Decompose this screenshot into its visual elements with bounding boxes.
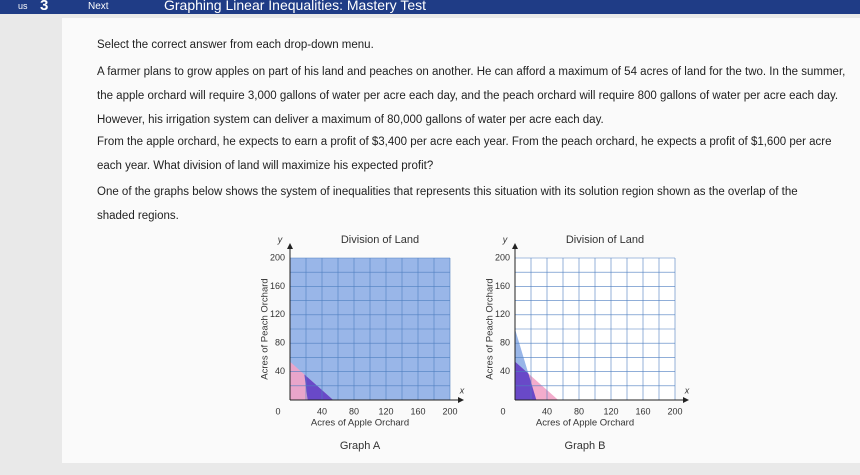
y-axis-name: y xyxy=(502,234,508,244)
section: us xyxy=(18,1,28,11)
graph-title: Division of Land xyxy=(566,234,644,246)
test-title: Graphing Linear Inequalities: Mastery Te… xyxy=(164,0,426,13)
x-tick-label: 160 xyxy=(410,406,425,416)
x-tick-label: 120 xyxy=(378,406,393,416)
content-card xyxy=(62,18,860,463)
x-tick-label: 80 xyxy=(349,406,359,416)
x-tick-label: 200 xyxy=(442,406,457,416)
x-tick-label: 120 xyxy=(603,406,618,416)
origin-label: 0 xyxy=(275,406,280,416)
graph-caption: Graph B xyxy=(565,440,606,452)
x-tick-label: 200 xyxy=(667,406,682,416)
y-tick-label: 40 xyxy=(500,366,510,376)
graph: 40 80 120 160 200 40 80 120 160 200 0 y x Division of… xyxy=(485,234,690,452)
arrow xyxy=(458,397,464,403)
x-axis-name: x xyxy=(684,385,690,395)
arrow xyxy=(287,243,293,249)
question-number[interactable]: 3 xyxy=(40,0,49,14)
y-axis-label: Acres of Peach Orchard xyxy=(485,278,496,379)
paragraph: A farmer plans to grow apples on part of… xyxy=(97,66,846,126)
origin-label: 0 xyxy=(500,406,505,416)
y-tick-label: 80 xyxy=(275,338,285,348)
x-axis-name: x xyxy=(459,385,465,395)
graph-caption: Graph A xyxy=(340,440,381,452)
nav-bar: us 3 Next Graphing Linear Inequalities: … xyxy=(0,0,860,14)
x-tick-label: 40 xyxy=(542,406,552,416)
y-axis-name: y xyxy=(277,234,283,244)
paragraph: One of the graphs below shows the system… xyxy=(97,186,798,222)
y-tick-label: 160 xyxy=(270,281,285,291)
y-tick-label: 200 xyxy=(270,252,285,262)
x-axis-label: Acres of Apple Orchard xyxy=(536,418,634,429)
x-tick-label: 80 xyxy=(574,406,584,416)
x-axis-label: Acres of Apple Orchard xyxy=(311,418,409,429)
instruction: Select the correct answer from each drop… xyxy=(97,39,374,51)
arrow xyxy=(512,243,518,249)
shaded-region xyxy=(304,374,334,400)
y-tick-label: 120 xyxy=(495,309,510,319)
graph-title: Division of Land xyxy=(341,234,419,246)
y-tick-label: 120 xyxy=(270,309,285,319)
x-tick-label: 160 xyxy=(635,406,650,416)
y-axis-label: Acres of Peach Orchard xyxy=(260,278,271,379)
y-tick-label: 160 xyxy=(495,281,510,291)
graph: 40 80 120 160 200 40 80 120 160 200 0 y x Division of… xyxy=(260,234,465,452)
x-tick-label: 40 xyxy=(317,406,327,416)
shaded-region xyxy=(290,361,334,400)
y-tick-label: 200 xyxy=(495,252,510,262)
y-tick-label: 80 xyxy=(500,338,510,348)
paragraph: From the apple orchard, he expects to ea… xyxy=(97,136,832,172)
next-button[interactable]: Next xyxy=(88,1,109,12)
arrow xyxy=(683,397,689,403)
y-tick-label: 40 xyxy=(275,366,285,376)
